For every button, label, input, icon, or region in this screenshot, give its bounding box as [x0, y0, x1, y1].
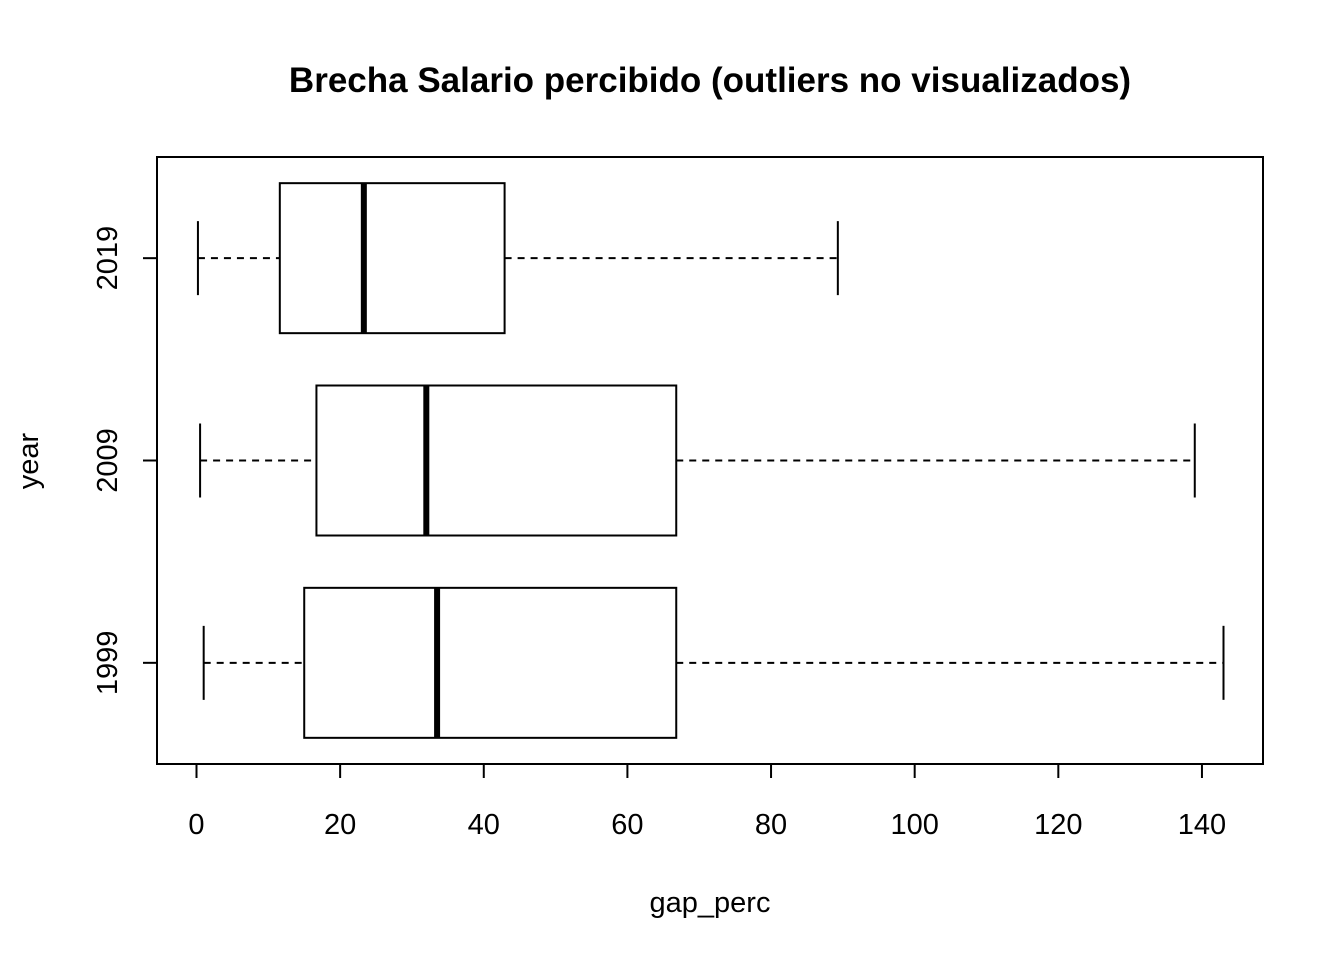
box-group [196, 182, 1225, 739]
x-tick-label: 140 [1178, 809, 1226, 841]
iqr-box [303, 586, 678, 739]
y-tick-label: 1999 [92, 631, 124, 696]
y-tick-label: 2019 [92, 226, 124, 291]
x-tick-label: 100 [890, 809, 938, 841]
box-2019 [196, 182, 839, 335]
y-axis: 1999 2009 2019 [92, 226, 158, 696]
x-axis: 0 20 40 60 80 100 120 140 [188, 763, 1226, 841]
iqr-box [315, 384, 678, 537]
y-tick-label: 2009 [92, 428, 124, 493]
x-tick-label: 60 [611, 809, 643, 841]
x-tick-label: 80 [755, 809, 787, 841]
iqr-box [278, 182, 506, 335]
x-tick-label: 20 [324, 809, 356, 841]
box-2009 [199, 384, 1196, 537]
y-axis-label: year [13, 432, 45, 489]
chart-title: Brecha Salario percibido (outliers no vi… [289, 61, 1131, 100]
x-tick-label: 40 [468, 809, 500, 841]
x-tick-label: 120 [1034, 809, 1082, 841]
x-tick-label: 0 [188, 809, 204, 841]
box-1999 [202, 586, 1225, 739]
x-axis-label: gap_perc [650, 887, 771, 919]
